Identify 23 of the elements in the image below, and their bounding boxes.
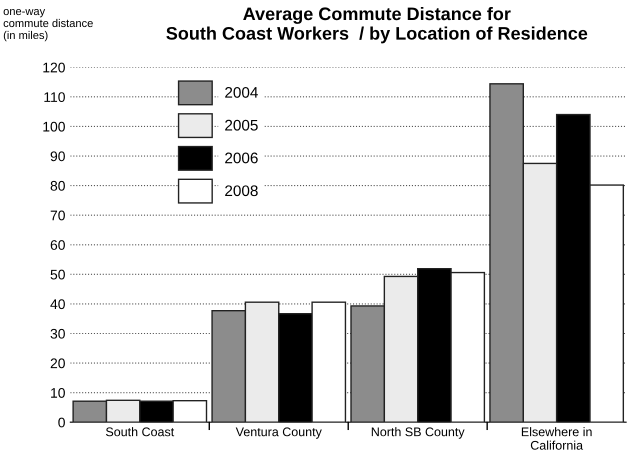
x-tick-label: South Coast [106,427,174,436]
legend-label: 2006 [225,152,258,164]
y-tick-label: 20 [50,358,65,368]
legend-label: 2004 [225,87,258,98]
x-tick-label: Elsewhere in California [522,427,592,450]
y-tick-label: 120 [43,62,65,72]
y-tick-label: 10 [51,388,65,398]
y-tick-label: 90 [50,151,65,162]
y-tick-label: 40 [50,299,65,310]
y-tick-label: 30 [50,328,65,339]
y-tick-label: 100 [43,122,65,132]
y-tick-label: 50 [50,270,65,280]
y-tick-label: 80 [50,180,65,191]
y-tick-label: 0 [58,418,65,428]
y-tick-label: 60 [50,240,65,250]
y-axis-title: one-way commute distance (in miles) [4,9,93,42]
chart-title: Average Commute Distance for South Coast Workers / by Location of Residence [166,6,588,44]
x-tick-label: North SB County [372,427,465,439]
y-tick-label: 70 [50,210,65,220]
x-tick-label: Ventura County [236,427,322,439]
legend-label: 2005 [225,120,258,131]
legend-label: 2008 [225,185,258,196]
y-tick-label: 110 [44,92,65,102]
